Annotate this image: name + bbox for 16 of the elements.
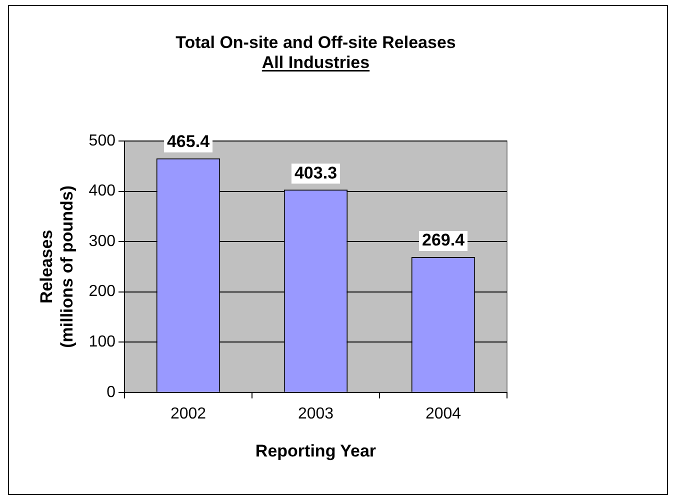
y-tick-label: 100: [88, 334, 116, 351]
y-axis-title: Releases (millions of pounds): [36, 185, 76, 348]
y-tick-label: 200: [88, 283, 116, 300]
data-label: 465.4: [166, 132, 210, 152]
x-tick-label: 2004: [425, 405, 462, 422]
y-tick-label: 0: [106, 384, 116, 401]
data-label: 269.4: [422, 230, 466, 250]
x-tick-label: 2002: [170, 405, 206, 422]
y-tick-label: 300: [88, 232, 116, 250]
x-axis-title: Reporting Year: [255, 441, 376, 460]
chart-subtitle: All Industries: [262, 53, 370, 72]
data-label: 403.3: [294, 163, 338, 182]
y-tick-label: 400: [88, 182, 116, 200]
x-tick-label: 2003: [298, 405, 334, 422]
chart-title: Total On-site and Off-site Releases: [176, 33, 456, 52]
y-tick-label: 500: [88, 132, 116, 150]
